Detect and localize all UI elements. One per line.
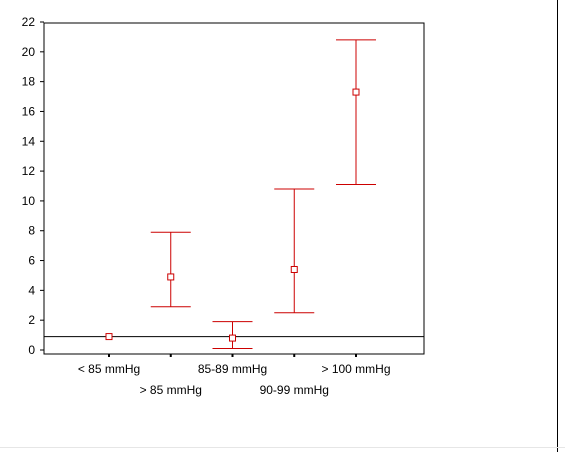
mean-marker [105,333,113,341]
x-tick-label: 85-89 mmHg [198,362,267,376]
chart-marks [44,39,424,350]
y-tick-label: 10 [22,194,36,208]
y-tick-label: 0 [28,343,35,357]
y-tick-label: 6 [28,254,35,268]
y-tick-label: 16 [22,104,36,118]
x-tick-label: > 100 mmHg [321,362,390,376]
window-bottom-edge [0,447,565,448]
y-tick-label: 18 [22,75,36,89]
y-tick-label: 14 [22,134,36,148]
mean-marker [167,273,175,281]
window-edge [557,0,558,452]
x-axis: < 85 mmHg> 85 mmHg 85-89 mmHg 90-99 mmHg > … [78,354,391,397]
y-tick-label: 8 [28,224,35,238]
x-tick-label: > 85 mmHg [140,383,202,397]
y-tick-label: 22 [22,15,36,29]
y-axis: 0 2 4 6 8 10 12 14 16 18 20 22 [22,15,44,357]
x-tick-label: 90-99 mmHg [260,383,329,397]
mean-marker [229,334,236,342]
y-tick-label: 20 [22,45,36,59]
y-tick-label: 4 [28,283,35,297]
x-tick-label: < 85 mmHg [78,362,140,376]
plot-frame [43,22,425,355]
mean-marker [290,265,298,273]
mean-marker [352,88,360,96]
y-tick-label: 2 [28,313,35,327]
y-tick-label: 12 [22,164,36,178]
